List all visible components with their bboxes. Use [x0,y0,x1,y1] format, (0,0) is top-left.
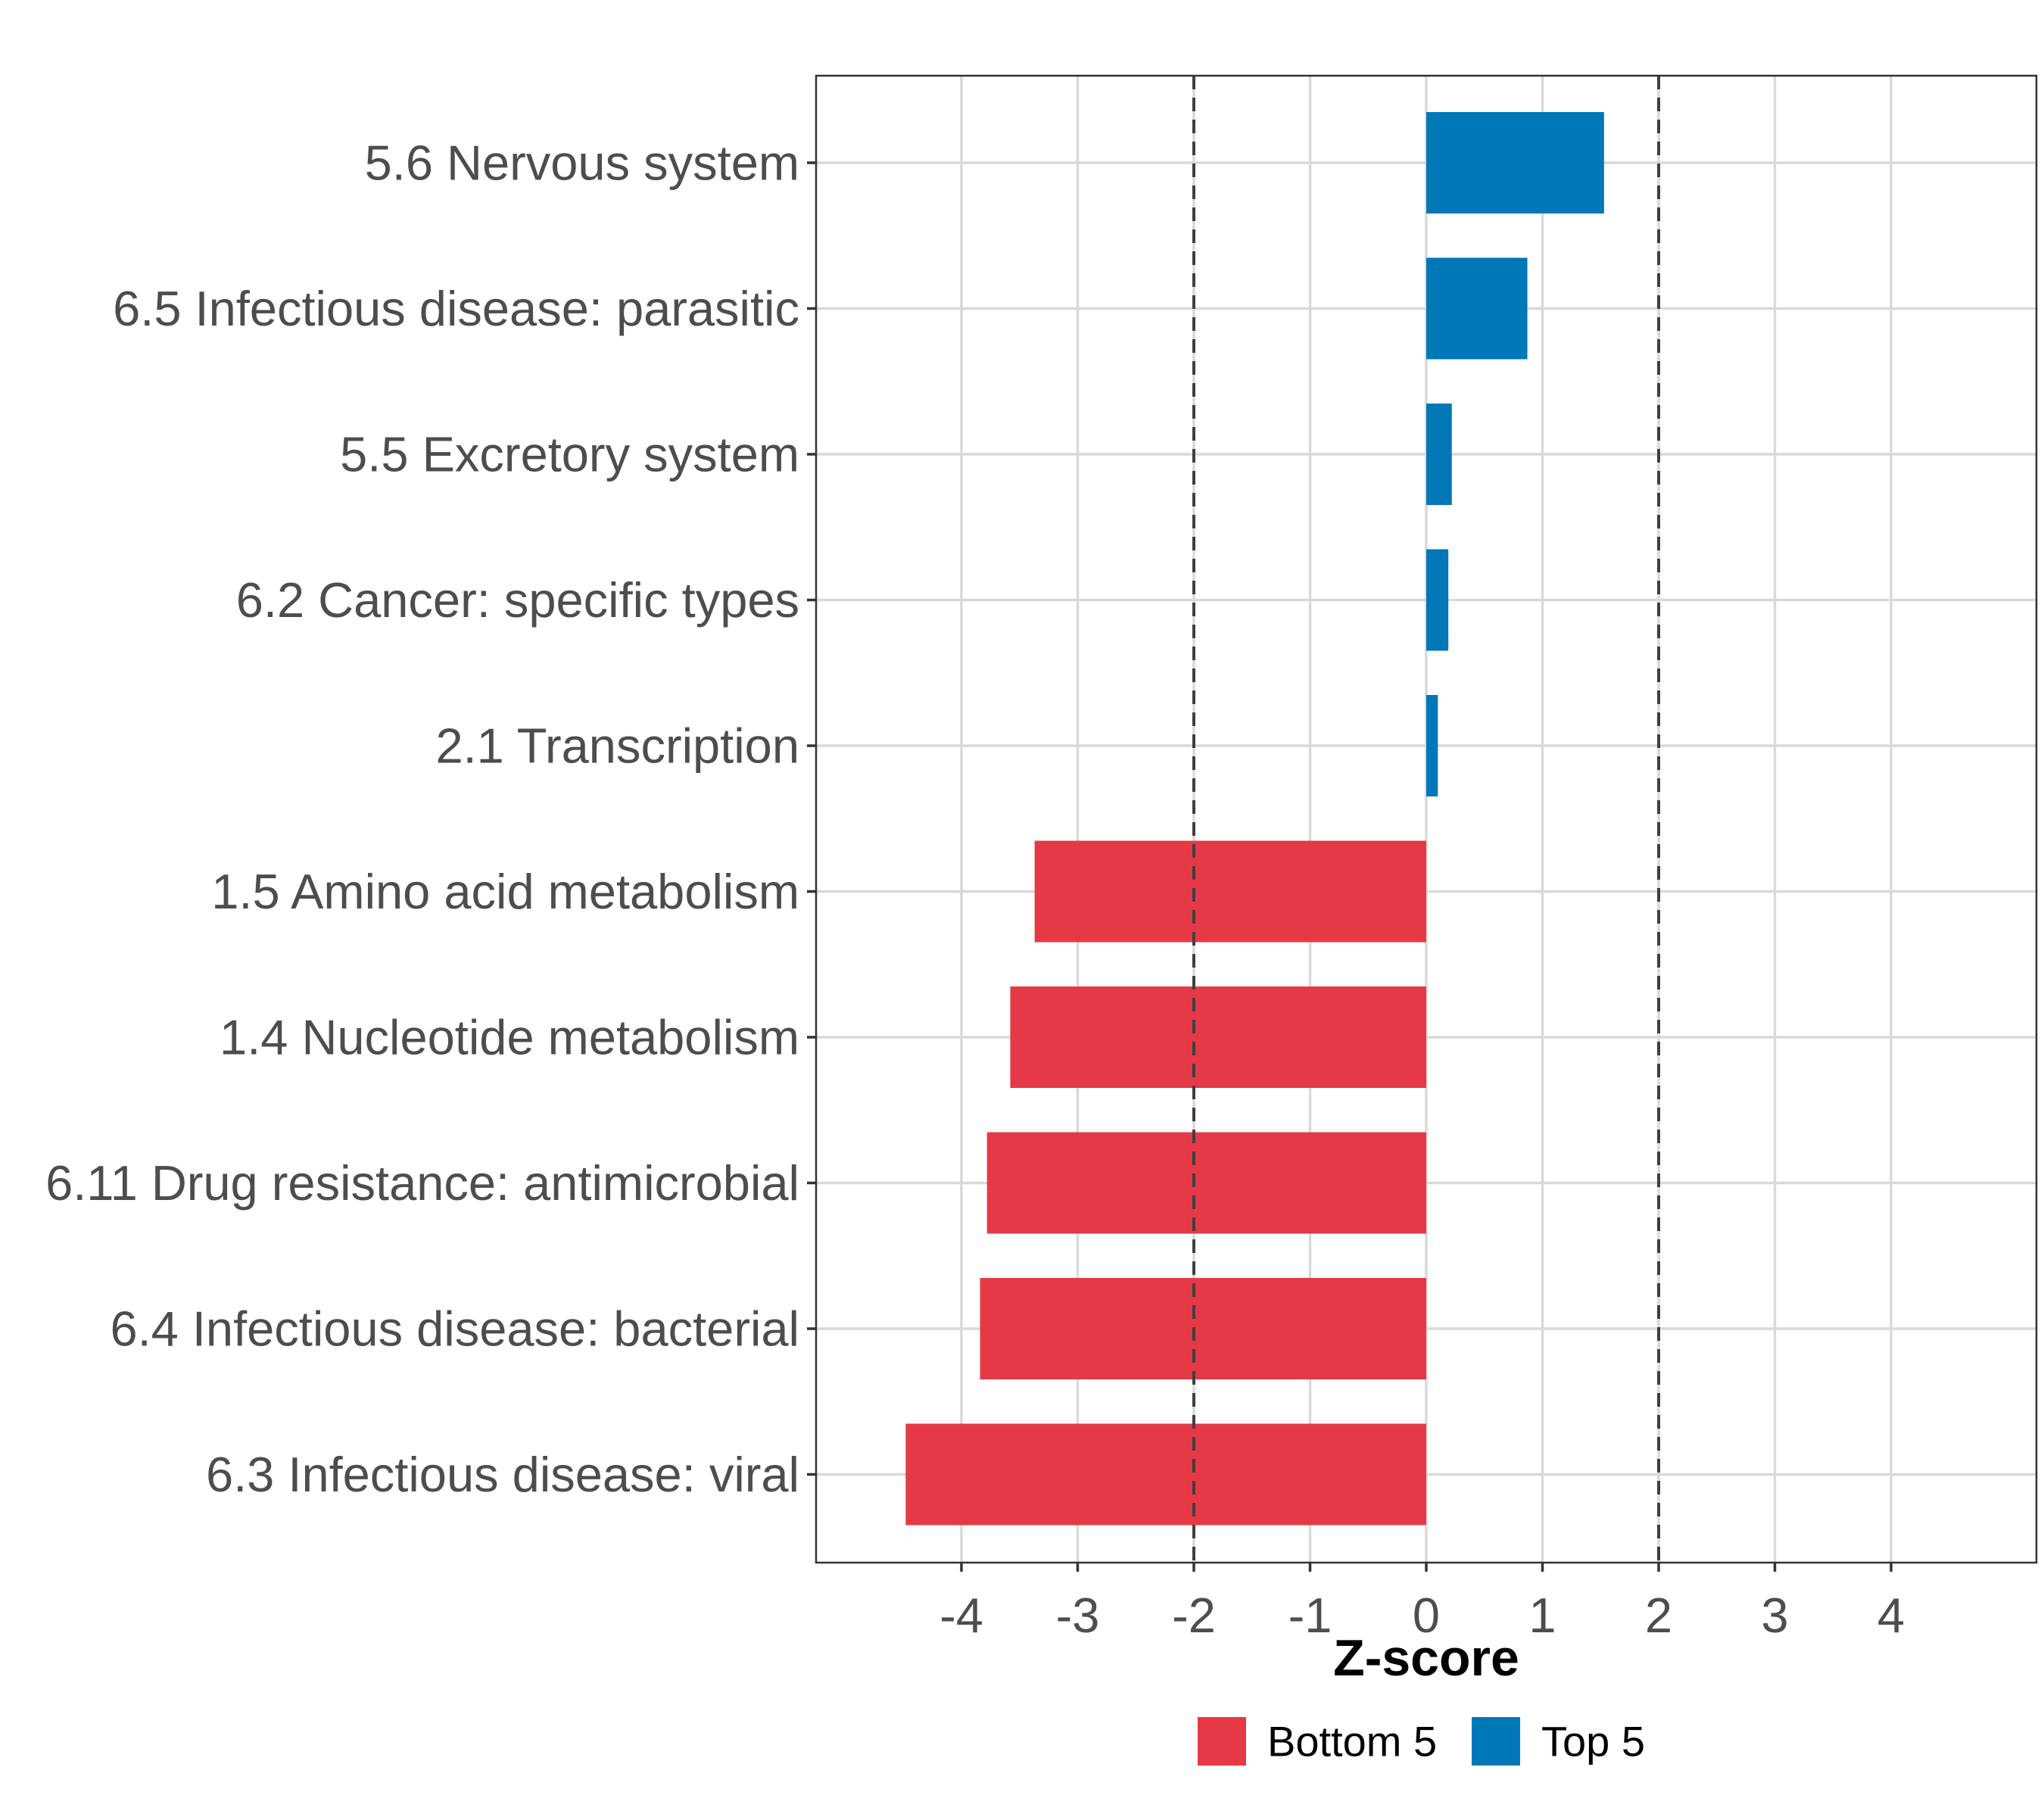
x-tick-label: 1 [1528,1588,1556,1643]
category-label: 5.6 Nervous system [365,136,799,191]
category-axis: 5.6 Nervous system 6.5 Infectious disease… [45,136,816,1502]
x-tick-label: -3 [1056,1588,1100,1643]
reference-lines [1192,76,1660,1563]
bar [905,1423,1426,1526]
x-tick-label: 0 [1413,1588,1440,1643]
category-label: 5.5 Excretory system [340,427,799,482]
x-tick-label: -4 [939,1588,983,1643]
category-label: 6.3 Infectious disease: viral [206,1447,799,1502]
bars [905,112,1604,1526]
category-label: 6.4 Infectious disease: bacterial [110,1301,799,1357]
bar [986,1132,1426,1234]
bar [1034,840,1426,943]
bar [1426,404,1452,505]
x-tick-label: 3 [1761,1588,1788,1643]
legend: Bottom 5 Top 5 [1198,1717,1645,1766]
bar [1426,112,1604,213]
bar [980,1278,1426,1379]
legend-key [1472,1717,1520,1766]
category-label: 6.2 Cancer: specific types [236,572,799,628]
category-label: 1.4 Nucleotide metabolism [220,1010,799,1065]
x-axis: -4 -3 -2 -1 0 1 2 3 4 [939,1563,1905,1643]
x-tick-label: -1 [1288,1588,1332,1643]
category-label: 6.11 Drug resistance: antimicrobial [45,1155,799,1211]
legend-label: Top 5 [1541,1718,1645,1766]
x-tick-label: -2 [1172,1588,1216,1643]
x-axis-title: Z-score [1333,1629,1519,1687]
category-label: 2.1 Transcription [435,718,799,774]
x-tick-label: 4 [1877,1588,1905,1643]
legend-label: Bottom 5 [1267,1718,1437,1766]
category-label: 1.5 Amino acid metabolism [211,864,799,919]
category-label: 6.5 Infectious disease: parasitic [113,281,799,336]
bar [1426,695,1438,796]
bar [1010,986,1426,1088]
bar [1426,257,1528,360]
bar [1426,549,1449,651]
legend-key [1198,1717,1246,1766]
x-tick-label: 2 [1645,1588,1672,1643]
